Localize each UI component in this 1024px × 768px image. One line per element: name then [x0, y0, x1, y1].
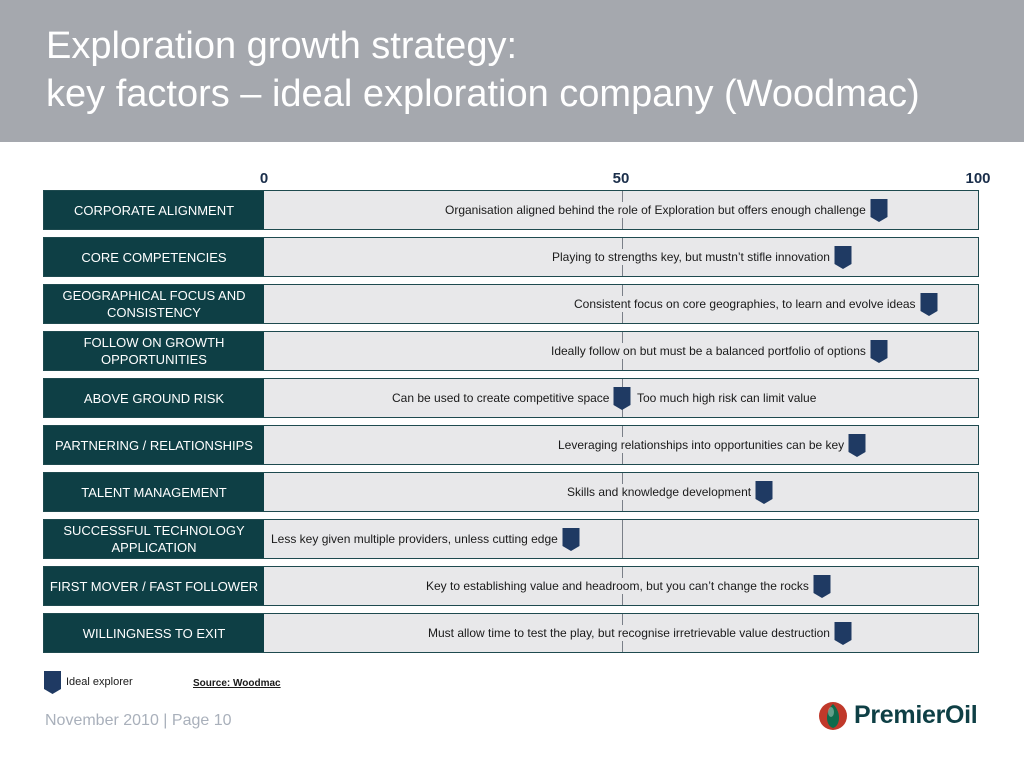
logo-text: PremierOil	[854, 701, 978, 729]
factor-description: Organisation aligned behind the role of …	[444, 202, 867, 218]
factor-label: PARTNERING / RELATIONSHIPS	[44, 426, 264, 464]
midpoint-line	[622, 520, 623, 558]
factor-description: Skills and knowledge development	[566, 484, 753, 500]
ideal-explorer-marker-icon	[834, 246, 852, 269]
factor-track: Ideally follow on but must be a balanced…	[264, 332, 978, 370]
factor-label: TALENT MANAGEMENT	[44, 473, 264, 511]
ideal-explorer-marker-icon	[613, 387, 631, 410]
factor-label: WILLINGNESS TO EXIT	[44, 614, 264, 652]
factor-label: FIRST MOVER / FAST FOLLOWER	[44, 567, 264, 605]
factor-track: Key to establishing value and headroom, …	[264, 567, 978, 605]
scale-label-min: 0	[259, 170, 269, 187]
factor-description: Consistent focus on core geographies, to…	[573, 296, 917, 312]
ideal-explorer-marker-icon	[920, 293, 938, 316]
factor-label: ABOVE GROUND RISK	[44, 379, 264, 417]
factor-row: TALENT MANAGEMENT Skills and knowledge de…	[43, 472, 979, 512]
factor-description: Ideally follow on but must be a balanced…	[550, 343, 867, 359]
premier-oil-logo: PremierOil	[818, 699, 983, 733]
title-line-2: key factors – ideal exploration company …	[46, 73, 920, 115]
factor-row: ABOVE GROUND RISK Can be used to create c…	[43, 378, 979, 418]
factor-label: GEOGRAPHICAL FOCUS AND CONSISTENCY	[44, 285, 264, 323]
factor-label: CORE COMPETENCIES	[44, 238, 264, 276]
factor-label: SUCCESSFUL TECHNOLOGY APPLICATION	[44, 520, 264, 558]
scale-label-max: 100	[965, 170, 991, 187]
ideal-explorer-marker-icon	[834, 622, 852, 645]
factor-description: Must allow time to test the play, but re…	[427, 625, 831, 641]
title-line-1: Exploration growth strategy:	[46, 25, 518, 67]
source-link[interactable]: Source: Woodmac	[193, 678, 281, 689]
factor-track: Less key given multiple providers, unles…	[264, 520, 978, 558]
scale-label-mid: 50	[612, 170, 630, 187]
factor-description: Key to establishing value and headroom, …	[425, 578, 810, 594]
factor-track: Must allow time to test the play, but re…	[264, 614, 978, 652]
title-banner: Exploration growth strategy: key factors…	[0, 0, 1024, 142]
factor-row: SUCCESSFUL TECHNOLOGY APPLICATION Less ke…	[43, 519, 979, 559]
factor-track: Playing to strengths key, but mustn’t st…	[264, 238, 978, 276]
factor-row: FIRST MOVER / FAST FOLLOWER Key to establ…	[43, 566, 979, 606]
ideal-explorer-marker-icon	[848, 434, 866, 457]
factor-track: Consistent focus on core geographies, to…	[264, 285, 978, 323]
ideal-explorer-marker-icon	[870, 199, 888, 222]
factor-description-right: Too much high risk can limit value	[636, 390, 818, 406]
factor-description: Can be used to create competitive space	[391, 390, 611, 406]
legend-label: Ideal explorer	[66, 676, 133, 688]
pentagon-marker-icon	[44, 671, 61, 694]
factor-label: FOLLOW ON GROWTH OPPORTUNITIES	[44, 332, 264, 370]
factor-track: Organisation aligned behind the role of …	[264, 191, 978, 229]
factor-track: Leveraging relationships into opportunit…	[264, 426, 978, 464]
factor-row: FOLLOW ON GROWTH OPPORTUNITIES Ideally fo…	[43, 331, 979, 371]
factor-row: GEOGRAPHICAL FOCUS AND CONSISTENCY Consis…	[43, 284, 979, 324]
factor-row: PARTNERING / RELATIONSHIPS Leveraging rel…	[43, 425, 979, 465]
footer-date-page: November 2010 | Page 10	[45, 712, 232, 729]
ideal-explorer-marker-icon	[562, 528, 580, 551]
factor-description: Leveraging relationships into opportunit…	[557, 437, 846, 453]
factor-row: WILLINGNESS TO EXIT Must allow time to te…	[43, 613, 979, 653]
ideal-explorer-marker-icon	[870, 340, 888, 363]
logo-drop-icon	[819, 702, 847, 730]
ideal-explorer-marker-icon	[813, 575, 831, 598]
ideal-explorer-marker-icon	[755, 481, 773, 504]
factor-row: CORPORATE ALIGNMENT Organisation aligned …	[43, 190, 979, 230]
factor-label: CORPORATE ALIGNMENT	[44, 191, 264, 229]
factor-description: Less key given multiple providers, unles…	[270, 531, 559, 547]
factor-row: CORE COMPETENCIES Playing to strengths ke…	[43, 237, 979, 277]
factor-description: Playing to strengths key, but mustn’t st…	[551, 249, 831, 265]
factor-track: Skills and knowledge development	[264, 473, 978, 511]
factor-track: Can be used to create competitive space T…	[264, 379, 978, 417]
